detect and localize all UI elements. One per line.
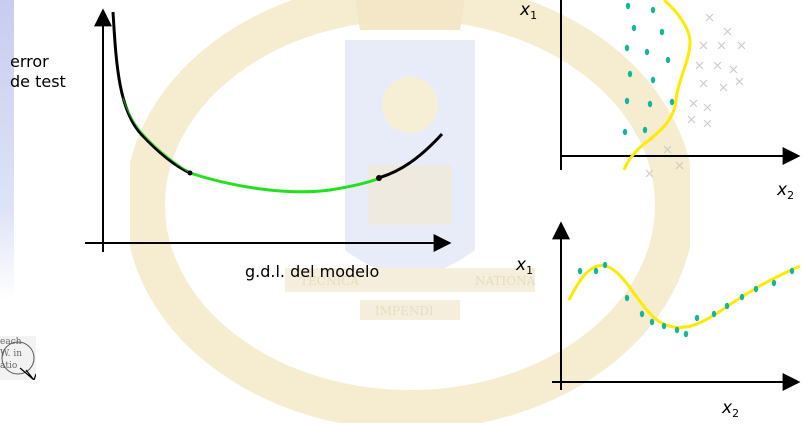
left-plot xyxy=(85,8,452,252)
seal-ribbon-text: IMPENDI xyxy=(375,304,434,318)
side-gradient-strip xyxy=(0,0,14,300)
seal-ring xyxy=(130,0,690,423)
seal-sun xyxy=(382,77,438,133)
fragment-arrow-icon xyxy=(1,341,36,380)
bottom-x-var: x xyxy=(722,398,733,418)
y-label-line1: error xyxy=(10,52,49,71)
seal-text-left: TECNICA xyxy=(300,274,359,288)
bottom-dots xyxy=(577,261,795,338)
bottom-x-sub: 2 xyxy=(732,407,740,420)
left-y-axis-label: error de test xyxy=(10,52,90,92)
top-crosses xyxy=(645,13,746,178)
seal-text-right: NATIONA xyxy=(475,274,536,288)
bottom-y-var: x xyxy=(516,255,527,275)
bottom-x-axis-label: x2 xyxy=(722,398,739,424)
top-y-var: x xyxy=(520,0,531,20)
top-y-sub: 1 xyxy=(530,9,538,22)
seal-ribbon xyxy=(360,300,460,320)
curve-marker-left xyxy=(187,170,193,176)
error-curve-left-segment xyxy=(111,11,192,175)
top-x-axis-label: x2 xyxy=(777,180,794,206)
fragment-line-2: W. in xyxy=(0,349,23,359)
top-x-sub: 2 xyxy=(787,189,795,202)
cropped-image-fragment: each W. in atio xyxy=(0,336,36,380)
error-curve-optimal-segment xyxy=(189,171,381,194)
top-x-var: x xyxy=(777,180,788,200)
university-seal-watermark: TECNICA NATIONA IMPENDI xyxy=(130,0,690,423)
seal-crown xyxy=(355,0,465,30)
top-right-plot xyxy=(560,0,801,178)
error-curve-green-shadow xyxy=(122,97,191,174)
bottom-y-axis-label: x1 xyxy=(516,255,533,281)
top-decision-boundary xyxy=(622,0,692,171)
bottom-fit-curve xyxy=(567,264,801,330)
seal-book xyxy=(368,165,452,225)
error-curve-right-segment xyxy=(377,132,444,180)
fragment-text: each W. in atio xyxy=(0,336,22,372)
y-label-line2: de test xyxy=(10,72,66,91)
left-x-axis-label: g.d.l. del modelo xyxy=(245,262,380,281)
top-dots xyxy=(622,2,675,136)
fragment-line-3: atio xyxy=(0,361,18,371)
fragment-line-1: each xyxy=(0,337,22,347)
bottom-y-sub: 1 xyxy=(526,264,534,277)
top-y-axis-label: x1 xyxy=(520,0,537,26)
bottom-right-plot xyxy=(552,221,801,391)
seal-banner xyxy=(285,268,535,292)
curve-marker-right xyxy=(376,175,382,181)
